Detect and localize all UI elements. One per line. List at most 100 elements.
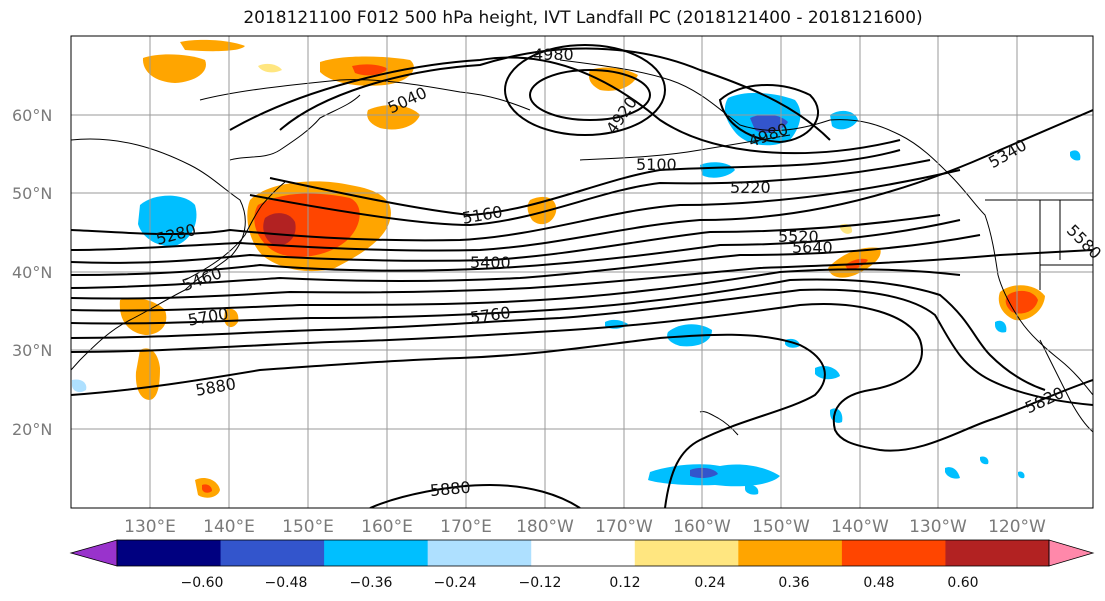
map-frame xyxy=(70,35,1094,509)
colorbar-segment xyxy=(841,540,946,566)
lon-label: 150°E xyxy=(282,517,334,537)
height-contours xyxy=(71,44,1093,508)
colorbar-tick-label: 0.12 xyxy=(609,575,640,591)
coastline-alaska xyxy=(559,59,1093,396)
contour-4920 xyxy=(529,69,651,121)
contour-5040 xyxy=(279,47,831,141)
contour-label: 5640 xyxy=(792,238,833,257)
lon-label: 180°W xyxy=(516,517,574,537)
contour-5700 xyxy=(71,278,1046,391)
lon-label: 160°W xyxy=(673,517,731,537)
lat-label: 40°N xyxy=(12,263,52,282)
ivt-negative-region xyxy=(995,320,1007,333)
colorbar-frame xyxy=(116,539,1050,567)
coastline-asia xyxy=(71,138,246,371)
ivt-negative-region xyxy=(980,456,989,465)
colorbar-ticks: −0.60 −0.48 −0.36 −0.24 −0.12 0.12 0.24 … xyxy=(181,575,979,591)
coastline-kamchatka xyxy=(229,94,361,161)
lon-label: 150°W xyxy=(752,517,810,537)
contour-label: 5400 xyxy=(470,253,511,272)
ivt-negative-region xyxy=(700,162,735,178)
colorbar: −0.60 −0.48 −0.36 −0.24 −0.12 0.12 0.24 … xyxy=(69,539,1095,591)
colorbar-segments xyxy=(117,540,1050,566)
colorbar-tick-label: −0.60 xyxy=(181,575,224,591)
contour-5340 xyxy=(71,109,1093,252)
contour-4980-east xyxy=(718,83,820,144)
lon-label: 170°W xyxy=(595,517,653,537)
ivt-negative-region xyxy=(945,467,960,479)
colorbar-tick-label: 0.60 xyxy=(947,575,978,591)
contour-label: 5220 xyxy=(730,178,771,197)
contour-5880-north xyxy=(71,333,826,508)
ivt-positive-region xyxy=(135,348,160,400)
ivt-negative-region xyxy=(1018,471,1025,479)
lat-label: 30°N xyxy=(12,341,52,360)
lon-label: 140°E xyxy=(203,517,255,537)
border-states xyxy=(1039,200,1093,290)
ivt-positive-region xyxy=(119,298,167,335)
map-title: 2018121100 F012 500 hPa height, IVT Land… xyxy=(243,8,923,28)
contour-label: 5880 xyxy=(429,478,471,500)
contour-5760 xyxy=(71,288,1093,406)
contour-5580 xyxy=(71,249,1093,300)
colorbar-tick-label: −0.24 xyxy=(434,575,477,591)
ivt-negative-region xyxy=(815,365,840,380)
lat-label: 50°N xyxy=(12,184,52,203)
colorbar-segment xyxy=(634,540,739,566)
longitude-labels: 130°E 140°E 150°E 160°E 170°E 180°W 170°… xyxy=(124,517,1046,537)
ivt-positive-strong-region xyxy=(1005,290,1038,314)
latitude-labels: 60°N 50°N 40°N 30°N 20°N xyxy=(12,106,52,439)
colorbar-tick-label: 0.36 xyxy=(778,575,809,591)
contour-5520 xyxy=(71,234,981,289)
ivt-positive-region xyxy=(367,105,420,130)
colorbar-tick-label: −0.12 xyxy=(519,575,562,591)
contour-5160 xyxy=(269,149,901,217)
contour-5460 xyxy=(71,219,961,276)
contour-label: 4980 xyxy=(533,45,574,64)
ivt-negative-weak-region xyxy=(72,379,87,393)
colorbar-tick-label: −0.48 xyxy=(265,575,308,591)
lon-label: 160°E xyxy=(361,517,413,537)
contour-5280 xyxy=(71,169,961,242)
ivt-negative-strong-region xyxy=(690,467,718,479)
contour-5640 xyxy=(71,268,961,312)
ivt-positive-region xyxy=(224,308,239,328)
lat-label: 20°N xyxy=(12,420,52,439)
contour-5220 xyxy=(249,159,931,227)
colorbar-tick-label: 0.24 xyxy=(694,575,725,591)
ivt-positive-max-region xyxy=(263,213,296,246)
colorbar-segment xyxy=(427,540,532,566)
ivt-positive-strong-region xyxy=(352,64,388,76)
coastline-japan xyxy=(184,181,286,281)
ivt-positive-weak-region xyxy=(258,63,282,73)
ivt-positive-region xyxy=(142,54,206,83)
colorbar-extend-low xyxy=(69,539,118,567)
colorbar-extend-high xyxy=(1048,539,1095,567)
ivt-negative-strong-region xyxy=(750,114,788,133)
ivt-negative-region xyxy=(1070,150,1081,161)
colorbar-tick-label: 0.48 xyxy=(863,575,894,591)
lat-label: 60°N xyxy=(12,106,52,125)
ivt-positive-region xyxy=(588,67,638,91)
contour-5400 xyxy=(71,214,941,264)
colorbar-segment xyxy=(738,540,843,566)
contour-label: 5520 xyxy=(778,227,819,246)
coastline-mexico xyxy=(1039,339,1093,433)
colorbar-segment xyxy=(220,540,325,566)
colorbar-tick-label: −0.36 xyxy=(350,575,393,591)
ivt-positive-strong-region xyxy=(202,484,212,493)
lon-label: 120°W xyxy=(988,517,1046,537)
lon-label: 130°W xyxy=(909,517,967,537)
contour-label: 5100 xyxy=(636,155,677,174)
contour-4980-west xyxy=(504,44,666,136)
colorbar-segment xyxy=(324,540,429,566)
ivt-negative-region xyxy=(745,484,759,495)
colorbar-segment xyxy=(945,540,1050,566)
colorbar-segment xyxy=(117,540,222,566)
contour-5880-south xyxy=(369,483,581,508)
lon-label: 130°E xyxy=(124,517,176,537)
lon-label: 170°E xyxy=(440,517,492,537)
contour-5820 xyxy=(71,303,1093,452)
contour-5100 xyxy=(229,56,901,155)
